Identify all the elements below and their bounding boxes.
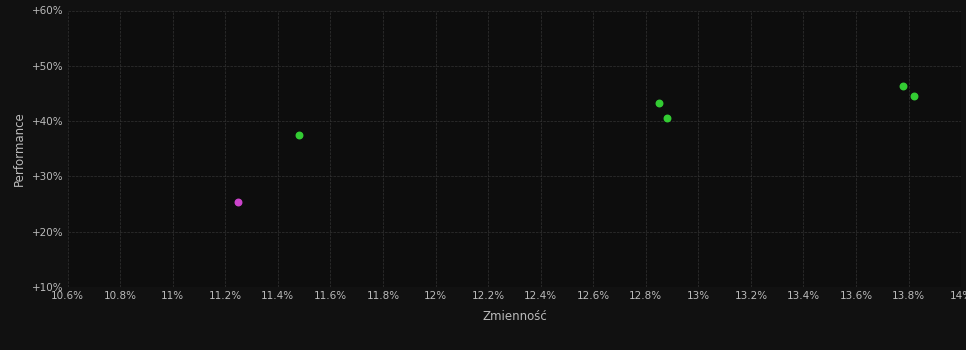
Point (231, 199, 246, 205)
Point (291, 132, 306, 138)
Point (906, 93, 922, 99)
X-axis label: Zmienność: Zmienność (482, 309, 547, 322)
Point (895, 83, 911, 89)
Y-axis label: Performance: Performance (14, 111, 26, 186)
Point (659, 115, 674, 121)
Point (651, 100, 667, 106)
